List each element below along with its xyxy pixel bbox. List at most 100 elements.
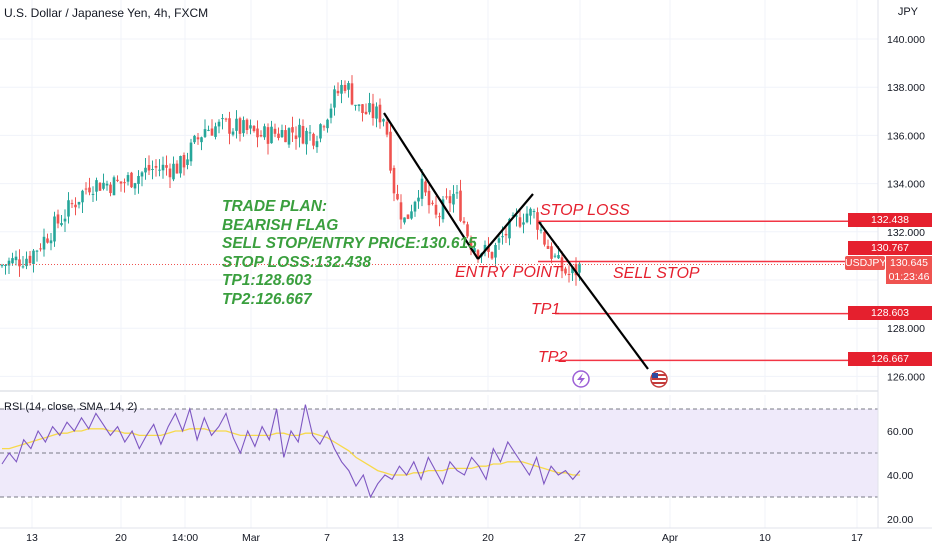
candle-body — [151, 168, 154, 170]
candle-body — [42, 236, 46, 250]
symbol-tag: USDJPY — [845, 256, 887, 270]
tp2-price-tag: 126.667 — [848, 352, 932, 366]
candle-body — [137, 175, 140, 184]
candle-body — [315, 141, 319, 148]
candle-body — [350, 83, 354, 105]
candle-body — [364, 111, 368, 115]
candle-body — [168, 168, 172, 178]
candle-body — [459, 190, 462, 221]
candle-body — [179, 155, 182, 174]
candle-body — [504, 233, 508, 236]
candle-body — [56, 214, 60, 224]
candle-body — [511, 215, 515, 217]
candle-body — [294, 135, 298, 139]
candle-body — [287, 128, 291, 145]
time-axis[interactable]: 13 20 14:00 Mar 7 13 20 27 Apr 10 17 — [26, 532, 863, 544]
candle-body — [312, 133, 315, 146]
stop-loss-price-tag: 132.438 — [848, 213, 932, 227]
candle-body — [25, 258, 28, 267]
current-price-tag: 130.645 — [886, 256, 932, 270]
candle-body — [543, 231, 546, 245]
candle-body — [469, 238, 473, 250]
candle-body — [536, 212, 539, 230]
lightning-icon[interactable] — [572, 370, 590, 388]
candle-body — [280, 129, 284, 138]
us-flag-icon[interactable] — [650, 370, 668, 388]
candle-body — [473, 248, 476, 253]
rsi-tick-label: 20.00 — [887, 514, 913, 526]
candle-body — [235, 118, 238, 131]
candle-body — [403, 217, 406, 223]
candle-body — [427, 190, 431, 206]
candle-body — [347, 83, 350, 90]
candle-body — [322, 126, 326, 128]
candle-body — [133, 183, 137, 189]
stop-loss-annotation[interactable]: STOP LOSS — [540, 202, 630, 219]
price-tick-label: 128.000 — [887, 323, 925, 335]
rsi-lines — [1, 404, 581, 499]
candle-body — [378, 104, 382, 123]
entry-point-annotation[interactable]: ENTRY POINT — [455, 264, 562, 281]
sell-stop-price-tag: 130.767 — [848, 241, 932, 255]
sell-stop-annotation[interactable]: SELL STOP — [613, 265, 700, 282]
trend-line — [383, 112, 479, 260]
candle-body — [7, 260, 11, 266]
candle-body — [329, 108, 333, 118]
candle-body — [326, 119, 329, 129]
candle-body — [252, 125, 256, 132]
candle-body — [399, 202, 403, 220]
price-tick-label: 138.000 — [887, 82, 925, 94]
rsi-indicator-label[interactable]: RSI (14, close, SMA, 14, 2) — [4, 401, 138, 413]
candle-body — [501, 236, 504, 238]
symbol-title[interactable]: U.S. Dollar / Japanese Yen, 4h, FXCM — [4, 6, 209, 20]
candle-body — [413, 201, 417, 212]
candle-body — [553, 255, 557, 257]
candle-body — [270, 126, 273, 144]
candle-body — [112, 177, 116, 196]
candle-body — [116, 179, 119, 181]
candle-body — [105, 183, 109, 186]
rsi-ma-line — [2, 428, 580, 476]
candle-body — [361, 104, 364, 114]
candle-body — [567, 273, 571, 275]
candle-body — [46, 238, 49, 243]
candle-body — [11, 258, 14, 264]
candle-body — [445, 196, 448, 198]
candle-body — [21, 266, 25, 268]
candle-body — [144, 167, 147, 173]
candle-body — [81, 190, 84, 203]
trade-plan-line: TP1:128.603 — [222, 272, 312, 289]
candle-body — [518, 217, 522, 227]
candle-body — [14, 256, 18, 261]
tp2-annotation[interactable]: TP2 — [538, 349, 568, 366]
trade-plan-line: STOP LOSS:132.438 — [222, 253, 372, 271]
candle-body — [371, 103, 375, 119]
tp1-annotation[interactable]: TP1 — [531, 301, 561, 318]
candle-body — [392, 167, 396, 194]
candle-body — [119, 181, 123, 184]
candle-body — [375, 106, 378, 119]
candle-body — [154, 166, 158, 168]
candle-body — [109, 184, 112, 194]
price-axis[interactable]: 126.000128.000130.000132.000134.000136.0… — [887, 34, 925, 526]
trade-plan-line: BEARISH FLAG — [222, 216, 339, 234]
candle-body — [571, 266, 574, 274]
candle-body — [448, 196, 452, 204]
candle-body — [186, 159, 189, 165]
candle-body — [434, 204, 438, 215]
candle-body — [420, 178, 424, 199]
candle-body — [515, 215, 518, 217]
candle-body — [564, 268, 567, 274]
candle-body — [557, 255, 560, 259]
tp1-price-tag: 128.603 — [848, 306, 932, 320]
candle-body — [336, 90, 340, 94]
candle-body — [18, 259, 21, 267]
candle-body — [231, 131, 235, 135]
trade-plan-note[interactable]: TRADE PLAN: BEARISH FLAG SELL STOP/ENTRY… — [222, 198, 477, 309]
trade-plan-line: SELL STOP/ENTRY PRICE:130.615 — [222, 235, 477, 252]
time-tick-label: 13 — [26, 532, 38, 544]
rsi-tick-label: 60.00 — [887, 426, 913, 438]
trend-line — [477, 193, 534, 260]
candle-body — [578, 263, 581, 273]
